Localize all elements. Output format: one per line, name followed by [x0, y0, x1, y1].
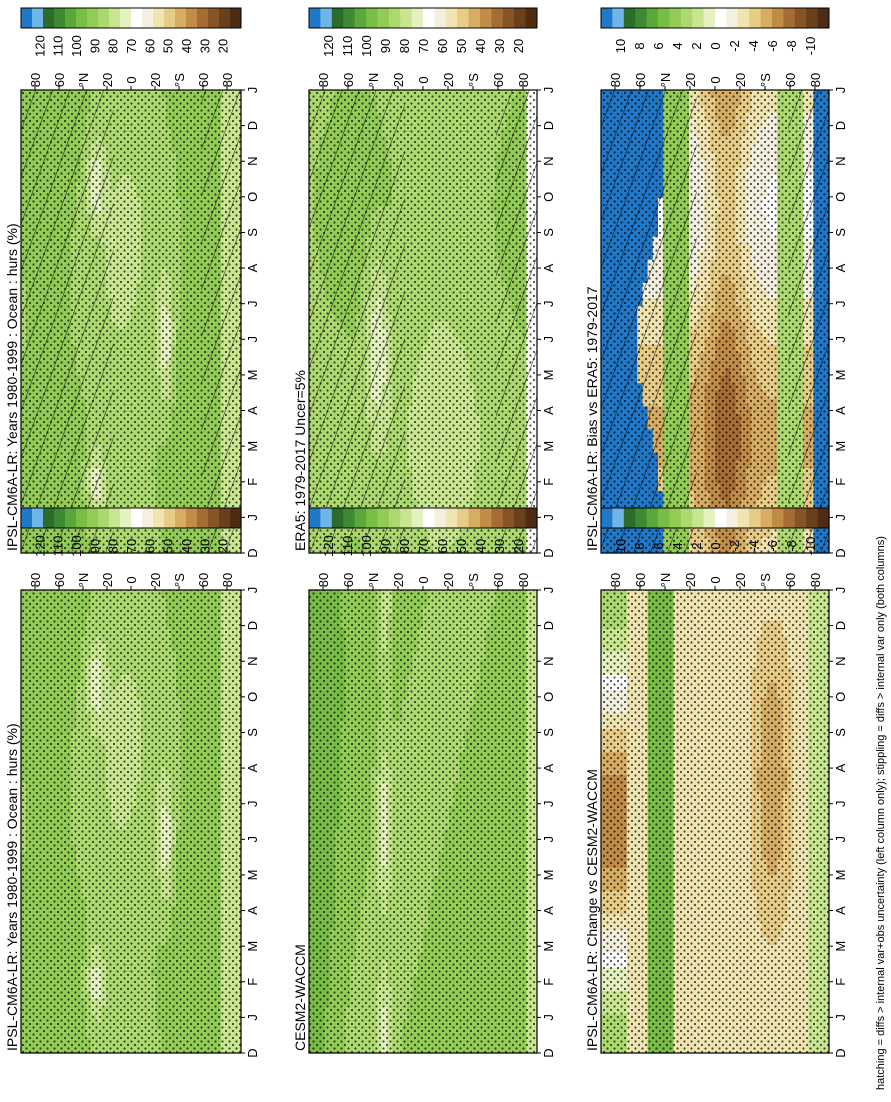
month-tick-label: J: [245, 300, 260, 307]
month-tick-label: O: [245, 192, 260, 202]
lat-tick-label: °N: [76, 73, 91, 88]
panel-2: 80 60 °N 20 0 20 °S 60 80DJFMAMJJASONDJIPSL-CM6A…: [4, 507, 260, 1058]
colorbar-swatch: [219, 8, 231, 28]
colorbar-swatch: [197, 8, 209, 28]
lat-tick-label: °S: [172, 73, 187, 87]
colorbar-swatch: [43, 8, 55, 28]
lat-tick-label: 80: [220, 73, 235, 87]
colorbar-swatch: [164, 8, 176, 28]
month-tick-label: A: [245, 263, 260, 272]
month-tick-label: A: [245, 406, 260, 415]
month-tick-label: J: [245, 87, 260, 94]
lat-tick-label: 20: [148, 73, 163, 87]
colorbar-label: 100: [69, 35, 84, 57]
lat-tick-label: 20: [100, 73, 115, 87]
colorbar-label: 90: [87, 39, 102, 53]
month-tick-label: D: [245, 548, 260, 557]
colorbar-swatch: [54, 8, 66, 28]
colorbar: 120 110 100 90 80 70 60 50 40 30 20: [20, 7, 242, 57]
colorbar-label: 120: [32, 35, 47, 57]
colorbar-swatch: [230, 8, 242, 28]
colorbar-label: 70: [124, 39, 139, 53]
month-tick-label: F: [245, 478, 260, 486]
hatching-overlay: [21, 90, 114, 553]
colorbar-swatch: [21, 8, 33, 28]
colorbar-label: 110: [51, 36, 66, 57]
month-tick-label: S: [245, 228, 260, 237]
colorbar-swatch: [76, 8, 88, 28]
colorbar-swatch: [175, 8, 187, 28]
colorbar-label: 30: [197, 39, 212, 53]
colorbar-frame: [20, 7, 242, 29]
month-tick-label: M: [245, 441, 260, 452]
hatching-overlay: [201, 90, 241, 553]
month-tick-label: N: [245, 157, 260, 166]
month-tick-label: D: [245, 121, 260, 130]
colorbar-label: 80: [106, 39, 121, 53]
lat-tick-label: 0: [124, 76, 139, 83]
panel-1: 80 60 °N 20 0 20 °S 60 80 D J F M A M J J A S O N D J IPSL-CM6A…: [4, 7, 260, 558]
colorbar-swatch: [109, 8, 121, 28]
colorbar-swatch: [208, 8, 220, 28]
panel-title: IPSL-CM6A-LR: Years 1980-1999 : Ocean : …: [4, 223, 20, 551]
lat-tick-label: 80: [28, 73, 43, 87]
month-tick-label: J: [245, 514, 260, 521]
colorbar-swatch: [153, 8, 165, 28]
colorbar-swatch: [142, 8, 154, 28]
colorbar-swatch: [87, 8, 99, 28]
month-tick-label: J: [245, 336, 260, 343]
colorbar-swatch: [186, 8, 198, 28]
colorbar-label: 40: [179, 39, 194, 53]
colorbar-swatch: [98, 8, 110, 28]
colorbar-swatch: [120, 8, 132, 28]
lat-tick-label: 60: [196, 73, 211, 87]
month-tick-label: M: [245, 370, 260, 381]
colorbar-label: 20: [216, 39, 231, 53]
lat-tick-label: 60: [52, 73, 67, 87]
colorbar-label: 50: [161, 39, 176, 53]
colorbar-label: 60: [142, 39, 157, 53]
colorbar-swatch: [32, 8, 44, 28]
colorbar-swatch: [131, 8, 143, 28]
colorbar-swatch: [65, 8, 77, 28]
